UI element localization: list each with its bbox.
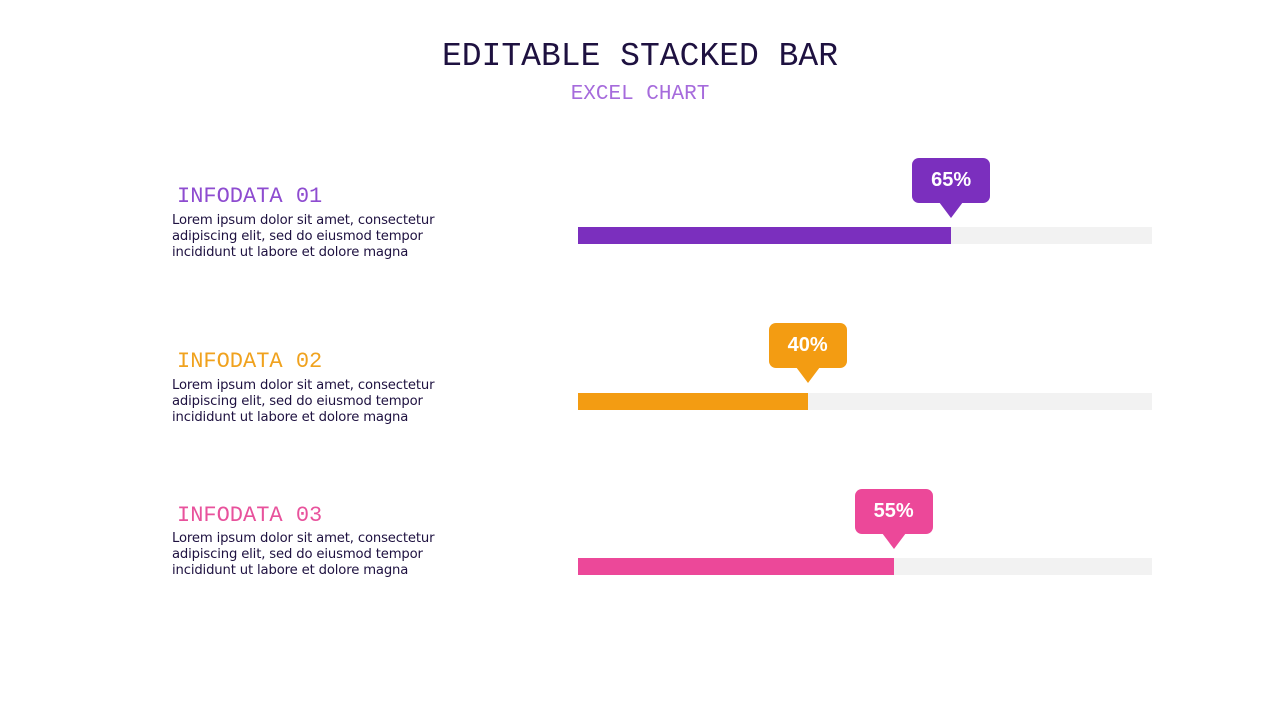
chart-title: EDITABLE STACKED BAR (441, 38, 839, 75)
bar-track (578, 393, 1152, 410)
row-heading: INFODATA 02 (177, 349, 323, 374)
row-heading: INFODATA 01 (177, 184, 323, 209)
chart-subtitle: EXCEL CHART (570, 83, 710, 106)
row-heading: INFODATA 03 (177, 503, 323, 528)
callout-pointer (795, 367, 820, 383)
row-description: Lorem ipsum dolor sit amet, consectetur … (172, 213, 435, 260)
callout-pointer (939, 202, 964, 218)
bar-track (578, 558, 1152, 575)
value-label: 55% (873, 500, 914, 522)
row-description: Lorem ipsum dolor sit amet, consectetur … (172, 378, 435, 425)
value-label: 40% (787, 334, 828, 356)
value-callout: 40% (768, 323, 847, 383)
callout-pointer (881, 533, 906, 549)
bar-fill (578, 558, 894, 575)
value-callout: 55% (854, 489, 933, 549)
bar-fill (578, 227, 952, 244)
bar-track (578, 227, 1152, 244)
row-description: Lorem ipsum dolor sit amet, consectetur … (172, 531, 435, 578)
value-label: 65% (931, 169, 972, 191)
bar-fill (578, 393, 808, 410)
value-callout: 65% (912, 158, 991, 218)
